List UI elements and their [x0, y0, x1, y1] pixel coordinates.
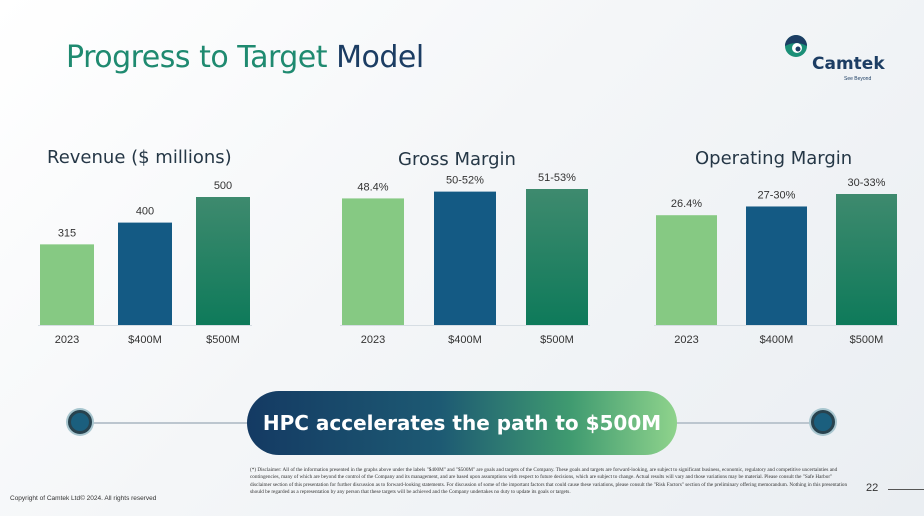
operating-margin-bar-2	[746, 206, 807, 325]
revenue-data-label-2: 400	[136, 206, 154, 218]
gross-margin-category-label-1: 2023	[361, 334, 385, 346]
disclaimer-text: (*) Disclaimer: All of the information p…	[250, 467, 848, 496]
slide-title: Progress to Target Model	[66, 40, 424, 75]
operating-margin-category-label-1: 2023	[674, 334, 698, 346]
banner-right-line	[676, 422, 822, 424]
revenue-bar-2	[118, 222, 172, 325]
operating-margin-data-label-2: 27-30%	[758, 189, 796, 201]
page-number-rule	[888, 489, 924, 490]
page-number: 22	[866, 482, 879, 494]
revenue-data-label-3: 500	[214, 180, 232, 192]
operating-margin-bar-3	[836, 194, 897, 325]
gross-margin-category-label-2: $400M	[448, 334, 482, 346]
gross-margin-category-label-3: $500M	[540, 334, 574, 346]
revenue-category-label-2: $400M	[128, 334, 162, 346]
gross-margin-data-label-3: 51-53%	[538, 172, 576, 184]
revenue-data-label-1: 315	[58, 227, 76, 239]
gross-margin-data-label-2: 50-52%	[446, 175, 484, 187]
operating-margin-category-label-3: $500M	[850, 334, 884, 346]
gross-margin-bar-1	[342, 198, 404, 325]
revenue-category-label-3: $500M	[206, 334, 240, 346]
revenue-bar-1	[40, 244, 94, 325]
logo-wordmark: Camtek	[812, 54, 885, 74]
operating-margin-category-label-2: $400M	[760, 334, 794, 346]
camtek-logo: Camtek See Beyond	[780, 32, 890, 82]
gross-margin-bar-2	[434, 191, 496, 325]
hpc-banner: HPC accelerates the path to $500M	[247, 391, 677, 455]
operating-margin-data-label-1: 26.4%	[671, 198, 702, 210]
banner-text: HPC accelerates the path to $500M	[262, 411, 662, 435]
banner-left-line	[92, 422, 249, 424]
gross-margin-bar-3	[526, 189, 588, 325]
gross-margin-data-label-1: 48.4%	[357, 181, 388, 193]
logo-tagline: See Beyond	[844, 76, 872, 82]
operating-margin-data-label-3: 30-33%	[848, 177, 886, 189]
camtek-logo-icon	[785, 35, 807, 57]
right-timeline-dot	[811, 410, 835, 434]
revenue-category-label-1: 2023	[55, 334, 79, 346]
revenue-bar-3	[196, 197, 250, 325]
title-part-1: Progress to Target	[66, 40, 328, 75]
operating-margin-bar-1	[656, 215, 717, 325]
revenue-chart-title: Revenue ($ millions)	[47, 147, 232, 168]
copyright-text: Copyright of Camtek Ltd© 2024. All right…	[10, 495, 157, 502]
left-timeline-dot	[68, 410, 92, 434]
gross-margin-chart-title: Gross Margin	[398, 149, 516, 170]
title-part-2: Model	[336, 40, 424, 75]
operating-margin-chart-title: Operating Margin	[695, 148, 853, 169]
